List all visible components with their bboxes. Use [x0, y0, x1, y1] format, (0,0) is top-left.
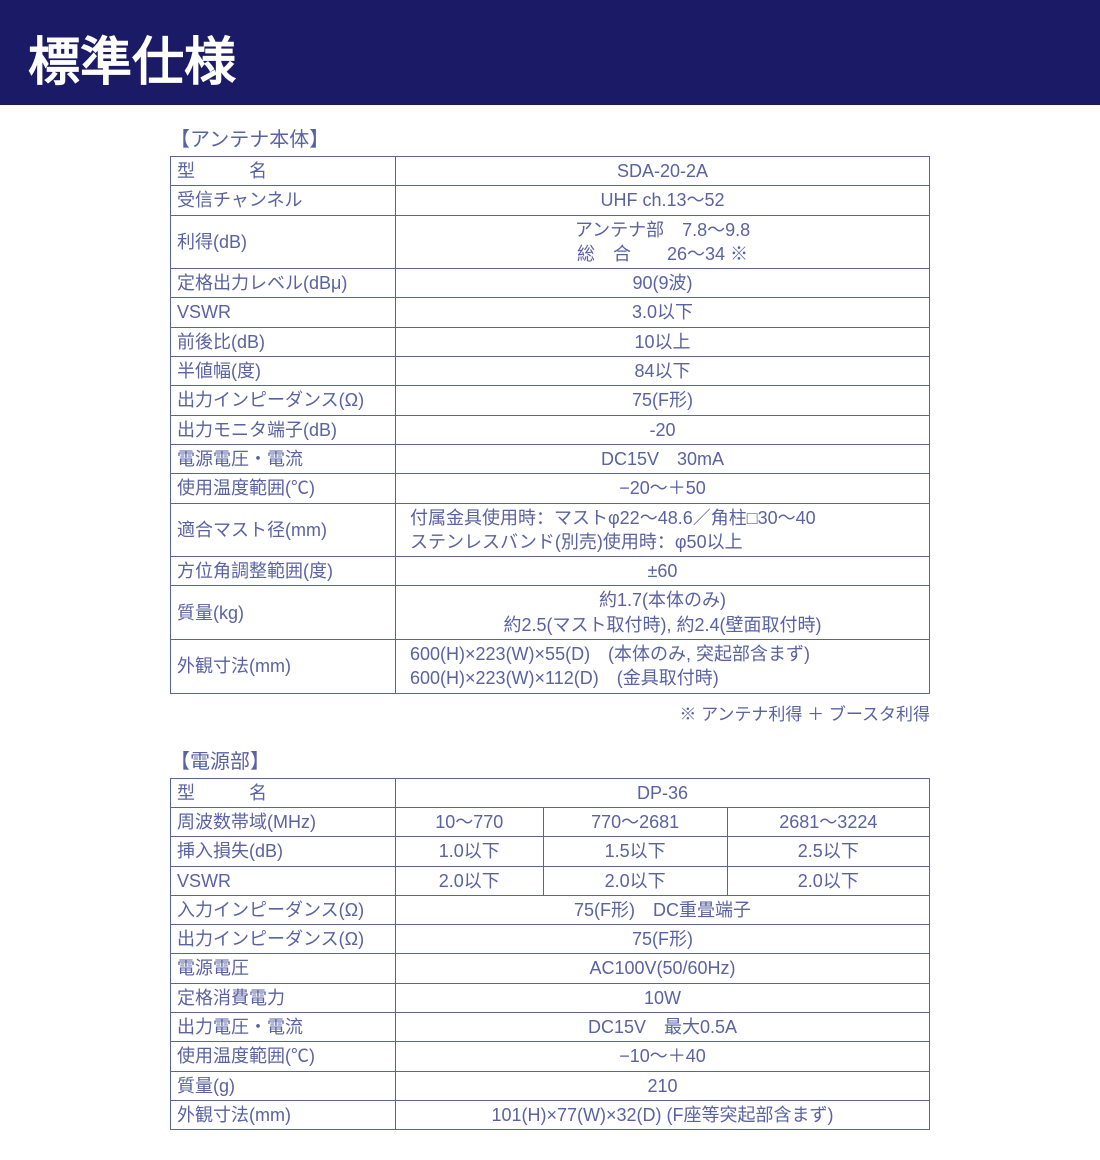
- spec-label: 質量(g): [171, 1071, 396, 1100]
- spec-value: 10以上: [396, 327, 930, 356]
- antenna-spec-table: 型名SDA-20-2A受信チャンネルUHF ch.13〜52利得(dB)アンテナ…: [170, 156, 930, 694]
- content-area: 【アンテナ本体】 型名SDA-20-2A受信チャンネルUHF ch.13〜52利…: [0, 105, 1100, 1160]
- spec-label: 型名: [171, 778, 396, 807]
- table-row: 出力電圧・電流DC15V 最大0.5A: [171, 1013, 930, 1042]
- page-title: 標準仕様: [0, 0, 1100, 105]
- table-row: 電源電圧・電流DC15V 30mA: [171, 444, 930, 473]
- spec-value: 600(H)×223(W)×55(D) (本体のみ, 突起部含まず)600(H)…: [396, 640, 930, 694]
- spec-value: 2.0以下: [727, 866, 929, 895]
- table-row: 前後比(dB)10以上: [171, 327, 930, 356]
- spec-value: 101(H)×77(W)×32(D) (F座等突起部含まず): [396, 1100, 930, 1129]
- antenna-section-title: 【アンテナ本体】: [170, 123, 930, 152]
- spec-label: 質量(kg): [171, 586, 396, 640]
- spec-value: 10W: [396, 983, 930, 1012]
- spec-value: −20〜＋50: [396, 474, 930, 503]
- spec-label: 定格出力レベル(dBμ): [171, 269, 396, 298]
- spec-value: 2.0以下: [543, 866, 727, 895]
- table-row: 外観寸法(mm)101(H)×77(W)×32(D) (F座等突起部含まず): [171, 1100, 930, 1129]
- spec-label: 使用温度範囲(℃): [171, 1042, 396, 1071]
- spec-label: 定格消費電力: [171, 983, 396, 1012]
- spec-value: DP-36: [396, 778, 930, 807]
- spec-label: VSWR: [171, 866, 396, 895]
- spec-value: DC15V 最大0.5A: [396, 1013, 930, 1042]
- spec-label: 出力電圧・電流: [171, 1013, 396, 1042]
- spec-label: 利得(dB): [171, 215, 396, 269]
- spec-value: 75(F形): [396, 925, 930, 954]
- table-row: 外観寸法(mm)600(H)×223(W)×55(D) (本体のみ, 突起部含ま…: [171, 640, 930, 694]
- table-row: 利得(dB)アンテナ部 7.8〜9.8総 合 26〜34 ※: [171, 215, 930, 269]
- spec-value: 3.0以下: [396, 298, 930, 327]
- power-spec-table: 型名DP-36周波数帯域(MHz)10〜770770〜26812681〜3224…: [170, 778, 930, 1131]
- table-row: 出力インピーダンス(Ω)75(F形): [171, 925, 930, 954]
- spec-value: 付属金具使用時：マストφ22〜48.6／角柱□30〜40ステンレスバンド(別売)…: [396, 503, 930, 557]
- table-row: VSWR3.0以下: [171, 298, 930, 327]
- spec-label: 外観寸法(mm): [171, 1100, 396, 1129]
- table-row: 方位角調整範囲(度)±60: [171, 557, 930, 586]
- spec-value: 1.0以下: [396, 837, 544, 866]
- spec-value: 210: [396, 1071, 930, 1100]
- spec-value: 2.0以下: [396, 866, 544, 895]
- table-row: 受信チャンネルUHF ch.13〜52: [171, 186, 930, 215]
- spec-label: 電源電圧: [171, 954, 396, 983]
- spec-value: 90(9波): [396, 269, 930, 298]
- table-row: 定格出力レベル(dBμ)90(9波): [171, 269, 930, 298]
- spec-label: 出力インピーダンス(Ω): [171, 925, 396, 954]
- spec-value: AC100V(50/60Hz): [396, 954, 930, 983]
- table-row: 質量(kg)約1.7(本体のみ)約2.5(マスト取付時), 約2.4(壁面取付時…: [171, 586, 930, 640]
- spec-label: 半値幅(度): [171, 357, 396, 386]
- spec-value: 約1.7(本体のみ)約2.5(マスト取付時), 約2.4(壁面取付時): [396, 586, 930, 640]
- table-row: 使用温度範囲(℃)−10〜＋40: [171, 1042, 930, 1071]
- table-row: 周波数帯域(MHz)10〜770770〜26812681〜3224: [171, 807, 930, 836]
- spec-value: 84以下: [396, 357, 930, 386]
- antenna-note: ※ アンテナ利得 ＋ ブースタ利得: [170, 700, 930, 725]
- spec-value: 770〜2681: [543, 807, 727, 836]
- spec-label: 入力インピーダンス(Ω): [171, 895, 396, 924]
- spec-label: 挿入損失(dB): [171, 837, 396, 866]
- table-row: 半値幅(度)84以下: [171, 357, 930, 386]
- table-row: 使用温度範囲(℃)−20〜＋50: [171, 474, 930, 503]
- spec-label: 出力インピーダンス(Ω): [171, 386, 396, 415]
- table-row: 電源電圧AC100V(50/60Hz): [171, 954, 930, 983]
- spec-label: 出力モニタ端子(dB): [171, 415, 396, 444]
- spec-value: 2.5以下: [727, 837, 929, 866]
- spec-value: 1.5以下: [543, 837, 727, 866]
- spec-label: 方位角調整範囲(度): [171, 557, 396, 586]
- spec-label: VSWR: [171, 298, 396, 327]
- spec-label: 電源電圧・電流: [171, 444, 396, 473]
- table-row: VSWR2.0以下2.0以下2.0以下: [171, 866, 930, 895]
- spec-value: 10〜770: [396, 807, 544, 836]
- table-row: 入力インピーダンス(Ω)75(F形) DC重畳端子: [171, 895, 930, 924]
- table-row: 質量(g)210: [171, 1071, 930, 1100]
- spec-label: 使用温度範囲(℃): [171, 474, 396, 503]
- table-row: 適合マスト径(mm)付属金具使用時：マストφ22〜48.6／角柱□30〜40ステ…: [171, 503, 930, 557]
- spec-value: −10〜＋40: [396, 1042, 930, 1071]
- spec-value: 75(F形): [396, 386, 930, 415]
- table-row: 型名SDA-20-2A: [171, 157, 930, 186]
- spec-label: 適合マスト径(mm): [171, 503, 396, 557]
- table-row: 定格消費電力10W: [171, 983, 930, 1012]
- spec-label: 前後比(dB): [171, 327, 396, 356]
- table-row: 出力インピーダンス(Ω)75(F形): [171, 386, 930, 415]
- spec-value: -20: [396, 415, 930, 444]
- table-row: 挿入損失(dB)1.0以下1.5以下2.5以下: [171, 837, 930, 866]
- table-row: 型名DP-36: [171, 778, 930, 807]
- spec-label: 型名: [171, 157, 396, 186]
- spec-label: 外観寸法(mm): [171, 640, 396, 694]
- spec-value: アンテナ部 7.8〜9.8総 合 26〜34 ※: [396, 215, 930, 269]
- spec-label: 受信チャンネル: [171, 186, 396, 215]
- table-row: 出力モニタ端子(dB)-20: [171, 415, 930, 444]
- spec-value: UHF ch.13〜52: [396, 186, 930, 215]
- spec-value: SDA-20-2A: [396, 157, 930, 186]
- power-section-title: 【電源部】: [170, 745, 930, 774]
- spec-value: 2681〜3224: [727, 807, 929, 836]
- spec-value: ±60: [396, 557, 930, 586]
- spec-label: 周波数帯域(MHz): [171, 807, 396, 836]
- spec-value: DC15V 30mA: [396, 444, 930, 473]
- spec-value: 75(F形) DC重畳端子: [396, 895, 930, 924]
